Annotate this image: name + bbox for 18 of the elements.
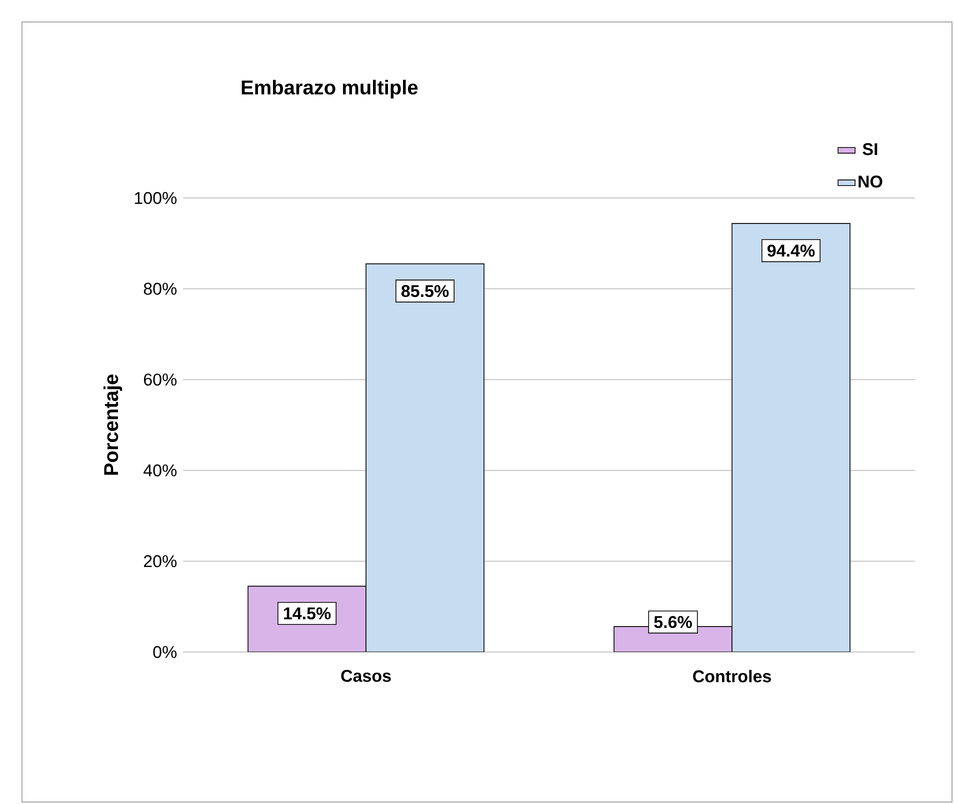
legend-label: SI bbox=[862, 143, 878, 156]
y-tick-label: 20% bbox=[144, 555, 177, 568]
data-label: 94.4% bbox=[768, 244, 815, 257]
legend-label: NO bbox=[858, 176, 882, 188]
y-tick-label: 40% bbox=[144, 464, 177, 476]
bar bbox=[732, 223, 850, 652]
y-tick-label: 60% bbox=[144, 374, 177, 386]
x-tick-label: Controles bbox=[693, 670, 771, 682]
data-label: 85.5% bbox=[401, 285, 449, 298]
y-tick-label: 80% bbox=[144, 282, 177, 295]
chart-title: Embarazo multiple bbox=[242, 80, 418, 98]
data-label: 14.5% bbox=[284, 607, 331, 620]
y-tick-label: 0% bbox=[153, 646, 177, 658]
y-axis-title: Porcentaje bbox=[103, 374, 122, 475]
x-tick-label: Casos bbox=[341, 670, 391, 682]
data-label: 5.6% bbox=[654, 616, 692, 628]
y-tick-label: 100% bbox=[134, 192, 177, 204]
bar bbox=[366, 263, 484, 652]
